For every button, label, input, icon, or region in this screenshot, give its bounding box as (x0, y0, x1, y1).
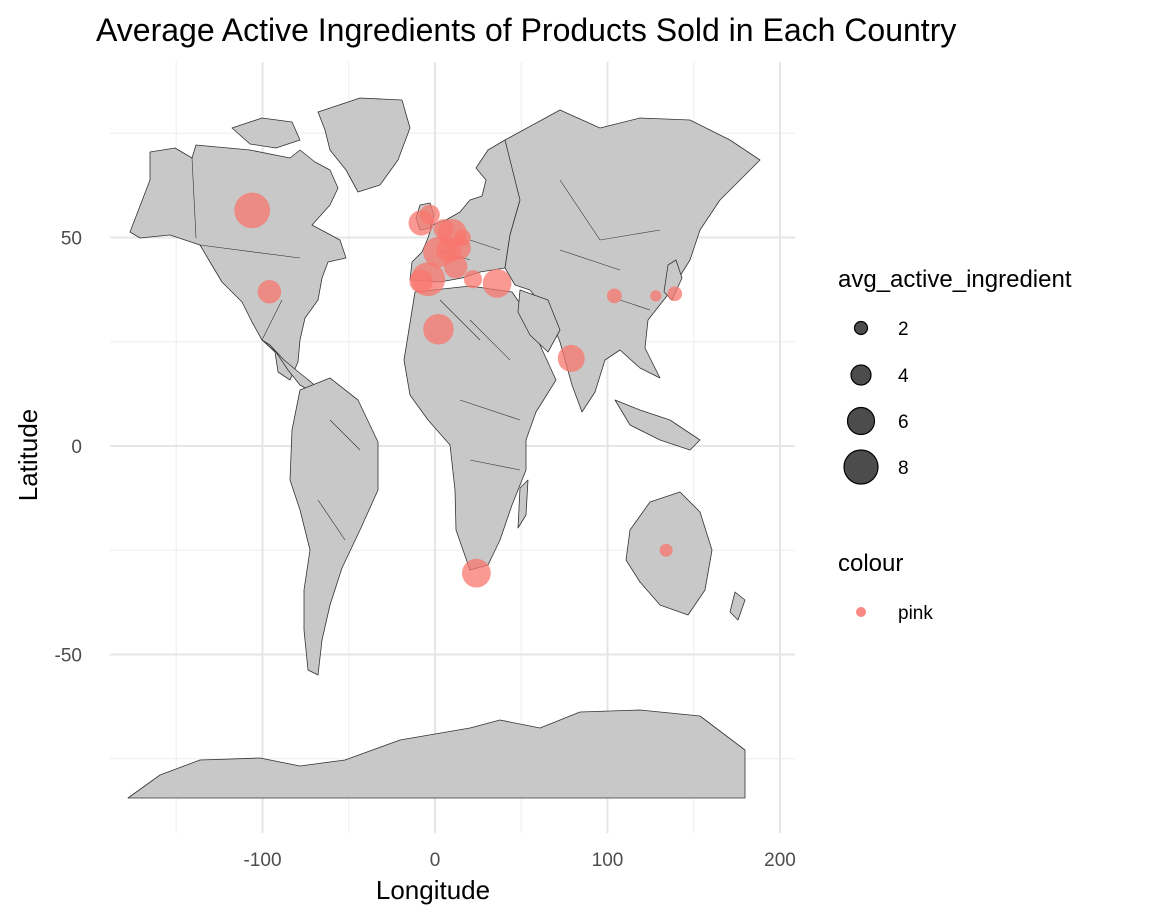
data-point (463, 270, 483, 289)
size-legend-key (853, 320, 869, 336)
data-point (462, 558, 491, 588)
south-america-land (289, 377, 379, 676)
arctic-islands-land (231, 117, 301, 149)
y-tick-label: 0 (71, 437, 82, 458)
x-axis-ticks: -100 0 100 200 (243, 850, 795, 871)
data-point (419, 204, 440, 225)
chart-title: Average Active Ingredients of Products S… (96, 12, 956, 48)
size-legend-key (843, 449, 879, 485)
data-point (409, 269, 433, 294)
size-legend-key (850, 364, 872, 386)
colour-legend-key (856, 607, 866, 617)
data-point (482, 268, 512, 298)
data-point (667, 286, 683, 302)
new-zealand-land (729, 591, 746, 621)
x-tick-label: 200 (764, 850, 796, 871)
x-tick-label: -100 (243, 850, 281, 871)
antarctica-land (127, 709, 746, 799)
data-point (433, 219, 454, 240)
x-tick-label: 100 (592, 850, 624, 871)
colour-legend-title: colour (838, 550, 903, 577)
x-axis-title: Longitude (376, 875, 490, 905)
size-legend-title: avg_active_ingredient (838, 266, 1072, 293)
colour-legend-label: pink (898, 603, 933, 624)
size-legend-label: 6 (898, 412, 909, 433)
data-point (650, 290, 662, 302)
data-point (443, 254, 468, 279)
x-tick-label: 0 (430, 850, 441, 871)
data-point (454, 229, 471, 246)
data-point (557, 344, 585, 372)
southeast-asia-islands-land (614, 399, 701, 451)
north-america-land (129, 144, 347, 381)
madagascar-land (517, 479, 529, 529)
legend: avg_active_ingredient 2 4 6 8 colour pink (838, 266, 1072, 624)
size-legend-key (846, 406, 876, 436)
asia-land (504, 109, 761, 413)
data-point (257, 279, 282, 304)
data-point (659, 543, 673, 557)
country-borders (191, 157, 661, 541)
arabian-peninsula-land (517, 289, 561, 353)
y-axis-ticks: 50 0 -50 (55, 229, 82, 667)
y-axis-title: Latitude (13, 409, 43, 502)
size-legend-label: 4 (898, 366, 909, 387)
size-legend-label: 2 (898, 319, 909, 340)
size-legend-label: 8 (898, 458, 909, 479)
data-point (607, 288, 622, 304)
y-tick-label: -50 (55, 646, 82, 667)
greenland-land (317, 97, 411, 193)
y-tick-label: 50 (61, 229, 82, 250)
data-point (234, 192, 271, 229)
data-points (234, 192, 683, 588)
world-map (127, 97, 761, 799)
data-point (423, 313, 454, 345)
